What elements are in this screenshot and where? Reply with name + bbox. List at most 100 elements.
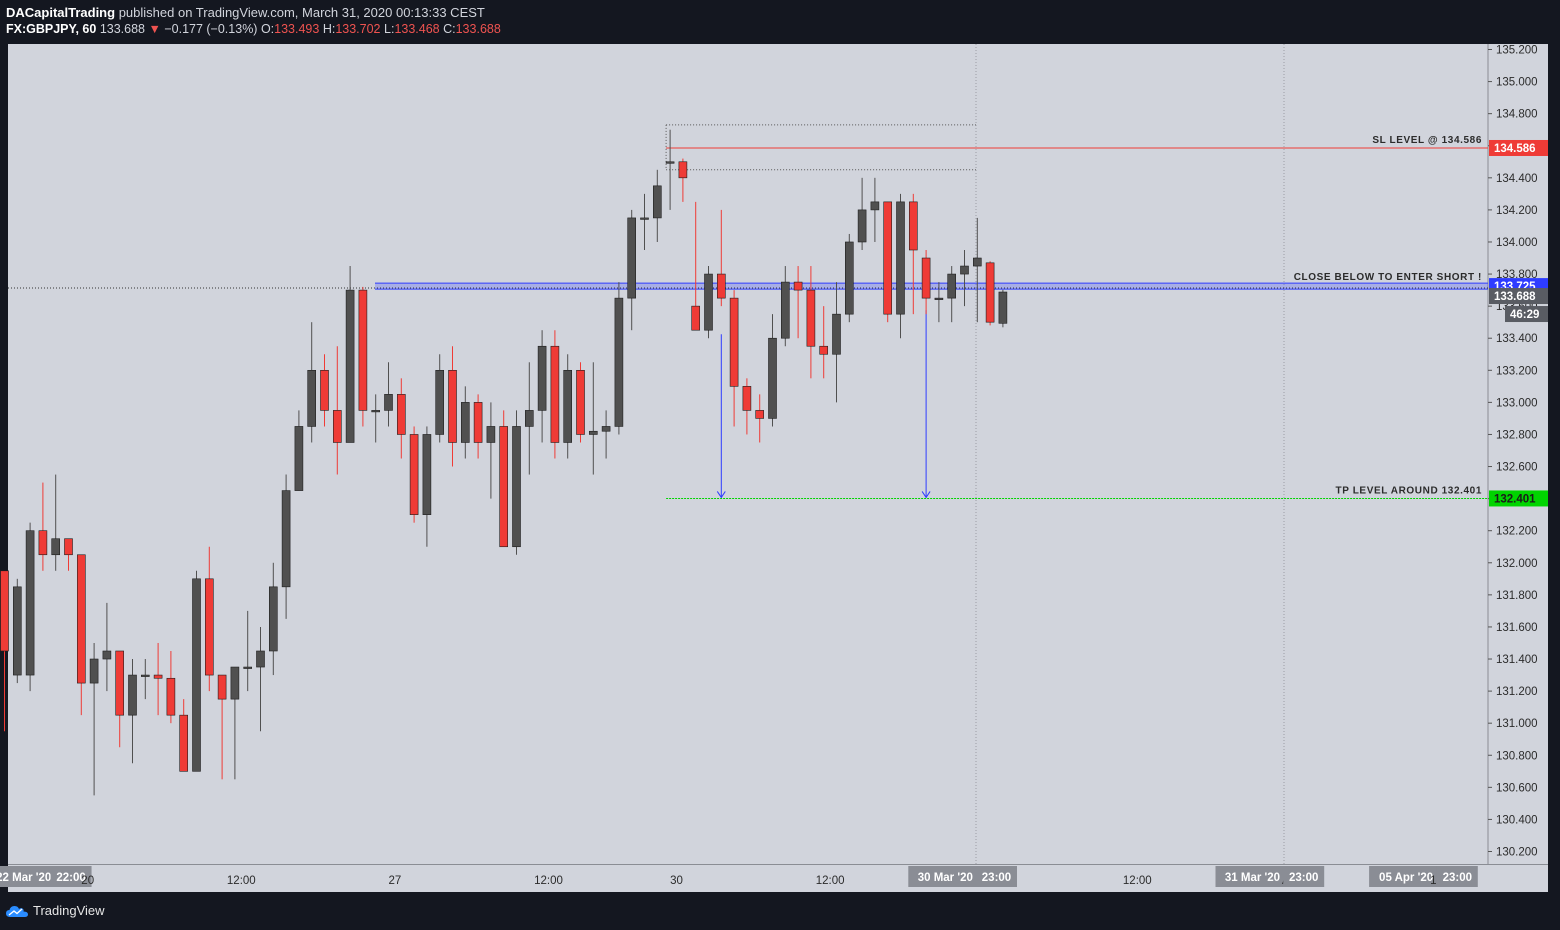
time-label-6: 30 bbox=[670, 875, 683, 887]
candle-body-18 bbox=[230, 666, 240, 700]
candle-body-69 bbox=[883, 201, 893, 315]
time-label-bg-14 bbox=[1283, 866, 1325, 887]
candle-body-58 bbox=[742, 386, 752, 411]
time-label-5: 12:00 bbox=[534, 875, 563, 887]
price-tick-label-16: 132.000 bbox=[1496, 558, 1538, 570]
time-label-17: 23:00 bbox=[1443, 872, 1472, 884]
price-tick-label-23: 130.600 bbox=[1496, 782, 1538, 794]
candle-body-74 bbox=[947, 273, 957, 299]
time-label-bg-1 bbox=[50, 866, 92, 887]
tradingview-logo[interactable]: TradingView bbox=[6, 903, 105, 918]
candle-body-68 bbox=[870, 201, 880, 211]
time-label-11: 12:00 bbox=[1123, 875, 1152, 887]
ohlc-line: FX:GBPJPY, 60 133.688 ▼ −0.177 (−0.13%) … bbox=[6, 22, 501, 36]
candle-body-28 bbox=[358, 289, 368, 411]
candle-body-23 bbox=[294, 426, 304, 491]
candle-body-33 bbox=[422, 434, 432, 515]
countdown-tag bbox=[1505, 306, 1548, 323]
sl-level-label[interactable]: SL LEVEL @ 134.586 bbox=[1372, 135, 1482, 146]
candle-body-65 bbox=[832, 313, 841, 355]
price-tags: 134.586 133.725 133.688 46:29 132.401 bbox=[1489, 139, 1548, 507]
time-label-bg-0 bbox=[0, 866, 61, 887]
countdown-text: 46:29 bbox=[1510, 309, 1539, 321]
price-tick-label-24: 130.400 bbox=[1496, 814, 1538, 826]
entry-zone bbox=[375, 283, 1488, 290]
candle-body-25 bbox=[320, 369, 329, 411]
candle-body-7 bbox=[89, 658, 99, 684]
candle-body-3 bbox=[38, 530, 48, 556]
candle-body-32 bbox=[409, 434, 419, 515]
candle-body-57 bbox=[729, 297, 739, 387]
candle-body-36 bbox=[460, 402, 470, 443]
candle-body-47 bbox=[601, 426, 611, 432]
candle-body-16 bbox=[205, 578, 214, 676]
entry-level-label[interactable]: CLOSE BELOW TO ENTER SHORT ! bbox=[1294, 272, 1482, 283]
annotations: SL LEVEL @ 134.586 CLOSE BELOW TO ENTER … bbox=[1294, 135, 1482, 496]
time-label-12: 31 Mar '20 bbox=[1225, 872, 1280, 884]
candle-body-5 bbox=[64, 538, 73, 556]
candle-body-66 bbox=[844, 241, 854, 315]
price-axis[interactable] bbox=[1488, 44, 1548, 864]
candle-body-21 bbox=[268, 586, 278, 652]
candle-body-34 bbox=[435, 369, 445, 435]
price-tick-label-10: 133.200 bbox=[1496, 365, 1538, 377]
down-arrow-icon: ▼ bbox=[148, 22, 161, 36]
high-value: 133.702 bbox=[335, 22, 381, 36]
candle-body-15 bbox=[192, 578, 201, 772]
candle-body-56 bbox=[716, 273, 726, 299]
candle-body-40 bbox=[512, 426, 521, 548]
price-tick-label-0: 135.200 bbox=[1496, 45, 1538, 57]
candle-body-62 bbox=[793, 281, 803, 291]
last-price-tag bbox=[1489, 288, 1548, 305]
candle-body-70 bbox=[896, 201, 905, 315]
time-label-8: 30 Mar '20 bbox=[918, 872, 973, 884]
candle-body-24 bbox=[307, 369, 317, 427]
tp-level-label[interactable]: TP LEVEL AROUND 132.401 bbox=[1336, 485, 1482, 496]
candle-body-17 bbox=[217, 674, 227, 700]
time-label-bg-12 bbox=[1215, 866, 1290, 887]
close-value: 133.688 bbox=[455, 22, 501, 36]
price-tick-label-15: 132.200 bbox=[1496, 526, 1538, 538]
projection-arrow-head-0 bbox=[716, 491, 726, 499]
price-tick-label-6: 134.000 bbox=[1496, 237, 1538, 249]
plot-area[interactable] bbox=[8, 44, 1488, 864]
candle-body-77 bbox=[985, 262, 995, 323]
level-lines bbox=[8, 124, 1488, 499]
candle-body-14 bbox=[179, 714, 188, 772]
tradingview-cloud-icon bbox=[6, 905, 28, 917]
candle-body-0 bbox=[0, 570, 9, 652]
candle-body-10 bbox=[128, 674, 137, 716]
candle-body-73 bbox=[934, 297, 944, 300]
candle-body-63 bbox=[806, 289, 816, 347]
candle-body-9 bbox=[115, 650, 124, 716]
candle-body-61 bbox=[780, 281, 790, 339]
candle-body-8 bbox=[102, 650, 112, 660]
candle-body-49 bbox=[627, 217, 637, 299]
price-tick-label-12: 132.800 bbox=[1496, 429, 1538, 441]
time-label-3: 12:00 bbox=[227, 875, 256, 887]
author-name[interactable]: DACapitalTrading bbox=[6, 5, 116, 20]
candle-body-54 bbox=[691, 305, 701, 331]
candle-body-60 bbox=[768, 337, 777, 419]
candle-body-71 bbox=[908, 201, 918, 251]
candle-body-13 bbox=[166, 677, 176, 716]
candle-body-78 bbox=[998, 291, 1008, 324]
candle-body-22 bbox=[281, 490, 291, 588]
candle-body-31 bbox=[396, 394, 406, 435]
publisher-line: DACapitalTrading published on TradingVie… bbox=[6, 5, 485, 20]
candle-body-67 bbox=[857, 209, 867, 243]
price-chart[interactable]: SL LEVEL @ 134.586 CLOSE BELOW TO ENTER … bbox=[0, 0, 1560, 892]
price-ticks: 135.200135.000134.800134.600134.400134.2… bbox=[1488, 45, 1538, 859]
candle-body-20 bbox=[256, 650, 265, 668]
symbol-label[interactable]: FX:GBPJPY, 60 bbox=[6, 22, 97, 36]
price-change: −0.177 (−0.13%) bbox=[164, 22, 258, 36]
time-label-bg-8 bbox=[908, 866, 983, 887]
candles bbox=[0, 129, 1008, 796]
candle-body-30 bbox=[384, 394, 393, 411]
time-label-0: 22 Mar '20 bbox=[0, 872, 51, 884]
chart-header: DACapitalTrading published on TradingVie… bbox=[0, 0, 1560, 44]
candle-body-59 bbox=[755, 410, 765, 419]
price-tick-label-11: 133.000 bbox=[1496, 397, 1538, 409]
close-label: C: bbox=[443, 22, 456, 36]
